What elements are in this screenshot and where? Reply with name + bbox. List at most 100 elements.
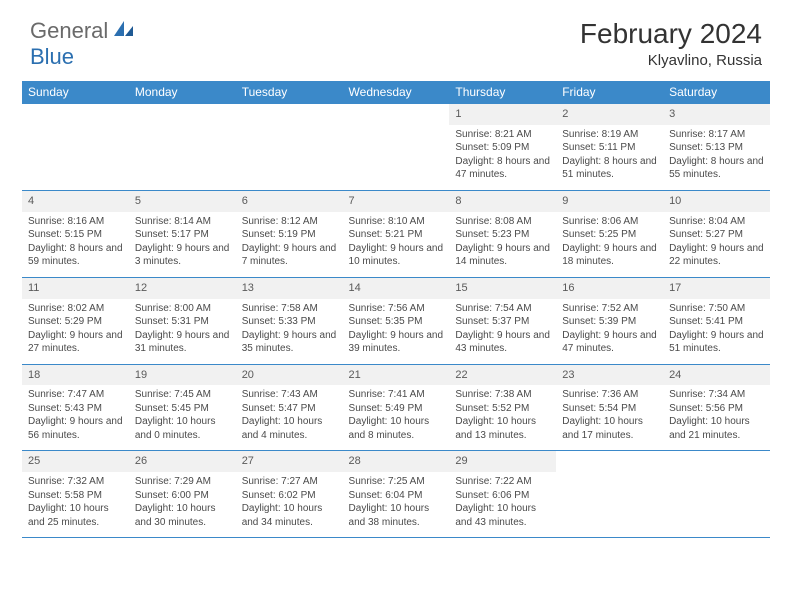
logo-subline: Blue <box>30 44 74 70</box>
weekday-header: Sunday <box>22 81 129 104</box>
day-body: Sunrise: 8:12 AMSunset: 5:19 PMDaylight:… <box>236 212 343 277</box>
calendar-cell: 13Sunrise: 7:58 AMSunset: 5:33 PMDayligh… <box>236 277 343 364</box>
day-sunset: Sunset: 5:58 PM <box>28 489 123 503</box>
day-body: Sunrise: 7:25 AMSunset: 6:04 PMDaylight:… <box>343 472 450 537</box>
day-daylight: Daylight: 10 hours and 17 minutes. <box>562 415 657 442</box>
day-sunrise: Sunrise: 7:34 AM <box>669 388 764 402</box>
day-sunrise: Sunrise: 8:04 AM <box>669 215 764 229</box>
calendar-cell: 10Sunrise: 8:04 AMSunset: 5:27 PMDayligh… <box>663 190 770 277</box>
day-sunset: Sunset: 5:31 PM <box>135 315 230 329</box>
day-sunset: Sunset: 5:09 PM <box>455 141 550 155</box>
day-body: Sunrise: 8:00 AMSunset: 5:31 PMDaylight:… <box>129 299 236 364</box>
day-daylight: Daylight: 9 hours and 7 minutes. <box>242 242 337 269</box>
month-title: February 2024 <box>580 18 762 50</box>
day-body: Sunrise: 7:47 AMSunset: 5:43 PMDaylight:… <box>22 385 129 450</box>
day-body: Sunrise: 8:10 AMSunset: 5:21 PMDaylight:… <box>343 212 450 277</box>
day-number: 10 <box>663 191 770 212</box>
day-body: Sunrise: 7:41 AMSunset: 5:49 PMDaylight:… <box>343 385 450 450</box>
day-sunrise: Sunrise: 7:29 AM <box>135 475 230 489</box>
day-number: 4 <box>22 191 129 212</box>
day-sunrise: Sunrise: 8:12 AM <box>242 215 337 229</box>
calendar-cell <box>129 104 236 191</box>
day-sunrise: Sunrise: 7:58 AM <box>242 302 337 316</box>
day-sunset: Sunset: 6:00 PM <box>135 489 230 503</box>
calendar-cell: 19Sunrise: 7:45 AMSunset: 5:45 PMDayligh… <box>129 364 236 451</box>
day-body: Sunrise: 8:06 AMSunset: 5:25 PMDaylight:… <box>556 212 663 277</box>
weekday-header: Monday <box>129 81 236 104</box>
day-body: Sunrise: 7:56 AMSunset: 5:35 PMDaylight:… <box>343 299 450 364</box>
day-number: 15 <box>449 278 556 299</box>
calendar-cell: 6Sunrise: 8:12 AMSunset: 5:19 PMDaylight… <box>236 190 343 277</box>
day-body: Sunrise: 7:32 AMSunset: 5:58 PMDaylight:… <box>22 472 129 537</box>
day-sunset: Sunset: 5:17 PM <box>135 228 230 242</box>
day-daylight: Daylight: 9 hours and 14 minutes. <box>455 242 550 269</box>
day-body: Sunrise: 7:36 AMSunset: 5:54 PMDaylight:… <box>556 385 663 450</box>
day-sunset: Sunset: 5:35 PM <box>349 315 444 329</box>
day-daylight: Daylight: 9 hours and 56 minutes. <box>28 415 123 442</box>
calendar-cell: 8Sunrise: 8:08 AMSunset: 5:23 PMDaylight… <box>449 190 556 277</box>
calendar-cell: 15Sunrise: 7:54 AMSunset: 5:37 PMDayligh… <box>449 277 556 364</box>
day-daylight: Daylight: 10 hours and 8 minutes. <box>349 415 444 442</box>
day-number: 21 <box>343 365 450 386</box>
day-sunset: Sunset: 5:52 PM <box>455 402 550 416</box>
day-sunset: Sunset: 5:25 PM <box>562 228 657 242</box>
day-sunrise: Sunrise: 7:50 AM <box>669 302 764 316</box>
day-number: 20 <box>236 365 343 386</box>
day-body: Sunrise: 8:21 AMSunset: 5:09 PMDaylight:… <box>449 125 556 190</box>
day-sunrise: Sunrise: 8:19 AM <box>562 128 657 142</box>
day-number: 16 <box>556 278 663 299</box>
day-number: 19 <box>129 365 236 386</box>
day-sunrise: Sunrise: 7:38 AM <box>455 388 550 402</box>
day-number: 22 <box>449 365 556 386</box>
day-daylight: Daylight: 9 hours and 35 minutes. <box>242 329 337 356</box>
day-sunrise: Sunrise: 7:25 AM <box>349 475 444 489</box>
title-block: February 2024 Klyavlino, Russia <box>580 18 762 69</box>
day-body: Sunrise: 8:19 AMSunset: 5:11 PMDaylight:… <box>556 125 663 190</box>
day-number: 2 <box>556 104 663 125</box>
day-daylight: Daylight: 9 hours and 31 minutes. <box>135 329 230 356</box>
day-number: 14 <box>343 278 450 299</box>
day-daylight: Daylight: 10 hours and 38 minutes. <box>349 502 444 529</box>
day-sunset: Sunset: 5:29 PM <box>28 315 123 329</box>
day-sunrise: Sunrise: 7:43 AM <box>242 388 337 402</box>
day-daylight: Daylight: 9 hours and 22 minutes. <box>669 242 764 269</box>
day-sunset: Sunset: 5:45 PM <box>135 402 230 416</box>
day-body: Sunrise: 7:38 AMSunset: 5:52 PMDaylight:… <box>449 385 556 450</box>
day-body: Sunrise: 8:16 AMSunset: 5:15 PMDaylight:… <box>22 212 129 277</box>
day-body: Sunrise: 8:02 AMSunset: 5:29 PMDaylight:… <box>22 299 129 364</box>
day-daylight: Daylight: 10 hours and 43 minutes. <box>455 502 550 529</box>
calendar-table: SundayMondayTuesdayWednesdayThursdayFrid… <box>22 81 770 538</box>
day-daylight: Daylight: 8 hours and 55 minutes. <box>669 155 764 182</box>
day-sunrise: Sunrise: 7:52 AM <box>562 302 657 316</box>
day-sunset: Sunset: 5:56 PM <box>669 402 764 416</box>
day-daylight: Daylight: 9 hours and 51 minutes. <box>669 329 764 356</box>
day-sunset: Sunset: 5:39 PM <box>562 315 657 329</box>
day-daylight: Daylight: 10 hours and 25 minutes. <box>28 502 123 529</box>
header: General February 2024 Klyavlino, Russia <box>0 0 792 75</box>
day-number: 3 <box>663 104 770 125</box>
day-sunrise: Sunrise: 8:10 AM <box>349 215 444 229</box>
calendar-cell <box>236 104 343 191</box>
day-number: 7 <box>343 191 450 212</box>
day-sunrise: Sunrise: 8:02 AM <box>28 302 123 316</box>
weekday-header: Wednesday <box>343 81 450 104</box>
weekday-header: Tuesday <box>236 81 343 104</box>
calendar-cell: 14Sunrise: 7:56 AMSunset: 5:35 PMDayligh… <box>343 277 450 364</box>
day-number: 11 <box>22 278 129 299</box>
day-number: 26 <box>129 451 236 472</box>
day-number: 8 <box>449 191 556 212</box>
day-body: Sunrise: 7:43 AMSunset: 5:47 PMDaylight:… <box>236 385 343 450</box>
day-daylight: Daylight: 8 hours and 47 minutes. <box>455 155 550 182</box>
day-daylight: Daylight: 9 hours and 18 minutes. <box>562 242 657 269</box>
day-sunset: Sunset: 5:23 PM <box>455 228 550 242</box>
calendar-cell <box>343 104 450 191</box>
calendar-cell: 4Sunrise: 8:16 AMSunset: 5:15 PMDaylight… <box>22 190 129 277</box>
day-daylight: Daylight: 10 hours and 13 minutes. <box>455 415 550 442</box>
day-sunrise: Sunrise: 8:00 AM <box>135 302 230 316</box>
day-sunrise: Sunrise: 7:47 AM <box>28 388 123 402</box>
day-daylight: Daylight: 10 hours and 0 minutes. <box>135 415 230 442</box>
logo-sail-icon <box>113 19 135 44</box>
calendar-cell: 29Sunrise: 7:22 AMSunset: 6:06 PMDayligh… <box>449 451 556 538</box>
day-sunrise: Sunrise: 7:27 AM <box>242 475 337 489</box>
calendar-cell: 27Sunrise: 7:27 AMSunset: 6:02 PMDayligh… <box>236 451 343 538</box>
